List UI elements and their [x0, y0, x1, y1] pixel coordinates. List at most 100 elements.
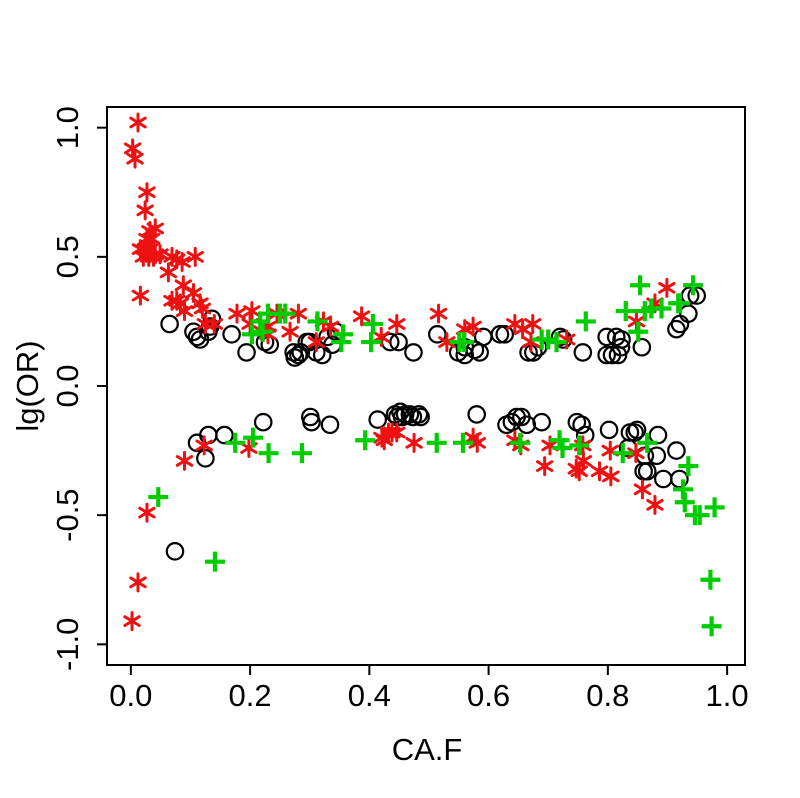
data-point-asterisk [193, 298, 212, 319]
data-point-asterisk [243, 301, 261, 322]
data-point-plus [333, 324, 354, 345]
data-point-circle [470, 343, 489, 362]
x-axis-ticks [129, 666, 729, 675]
data-point-plus [361, 332, 382, 353]
data-point-plus [307, 311, 328, 332]
x-tick-label: 0.2 [229, 678, 272, 713]
data-point-plus [689, 505, 710, 526]
data-point-circle [687, 286, 707, 305]
data-point-asterisk [175, 301, 194, 322]
data-point-asterisk [123, 611, 141, 632]
data-point-asterisk [388, 314, 406, 334]
data-point-circle [627, 420, 647, 440]
data-point-asterisk [388, 422, 406, 443]
data-point-asterisk [633, 479, 652, 500]
data-point-plus [678, 456, 699, 477]
series-green-plus-signs [148, 275, 725, 637]
x-tick-label: 0.6 [467, 678, 510, 713]
data-point-circle [404, 343, 423, 362]
data-point-plus [546, 332, 567, 353]
data-point-circle [670, 469, 689, 489]
data-point-circle [302, 412, 321, 432]
data-point-plus [148, 487, 169, 508]
data-point-plus [454, 332, 475, 353]
data-point-circle [599, 420, 619, 440]
data-point-asterisk [175, 450, 194, 471]
plot-box [106, 106, 746, 666]
data-point-plus [628, 321, 649, 342]
data-point-asterisk [429, 303, 448, 324]
data-point-asterisk [570, 461, 588, 482]
data-point-asterisk [658, 277, 676, 298]
data-points-layer [123, 112, 725, 637]
data-point-plus [252, 321, 273, 342]
data-point-circle [253, 412, 273, 432]
data-point-plus [275, 303, 296, 324]
data-point-plus [426, 432, 447, 453]
data-point-plus [258, 443, 279, 464]
data-point-plus [204, 551, 225, 572]
data-point-asterisk [646, 494, 664, 515]
data-point-plus [630, 275, 651, 296]
data-point-circle [199, 425, 218, 445]
data-point-asterisk [173, 252, 191, 272]
data-point-asterisk [289, 303, 308, 324]
data-point-asterisk [602, 466, 620, 487]
data-point-plus [552, 438, 573, 458]
data-point-plus [355, 430, 376, 451]
data-point-circle [625, 423, 644, 442]
data-point-circle [637, 461, 657, 481]
data-point-plus [704, 497, 725, 518]
data-point-circle [573, 343, 593, 362]
data-point-plus [225, 432, 246, 453]
data-point-circle [647, 446, 667, 466]
data-point-asterisk [129, 572, 147, 593]
data-point-asterisk [627, 443, 645, 464]
data-point-asterisk [438, 332, 456, 353]
data-point-plus [243, 427, 264, 448]
data-point-plus [612, 443, 633, 464]
data-point-asterisk [195, 435, 213, 456]
data-point-asterisk [601, 440, 619, 461]
data-point-circle [634, 461, 653, 481]
data-point-asterisk [123, 138, 142, 159]
data-point-circle [654, 469, 673, 489]
data-point-circle [495, 325, 515, 344]
data-point-plus [651, 298, 672, 319]
y-tick-label: -1.0 [50, 618, 85, 671]
data-point-circle [490, 325, 510, 344]
data-point-asterisk [129, 112, 147, 133]
data-point-plus [701, 616, 722, 637]
data-point-plus [362, 314, 383, 334]
data-point-circle [237, 343, 256, 362]
data-point-asterisk [186, 246, 204, 267]
data-point-asterisk [138, 502, 156, 523]
data-point-asterisk [524, 314, 542, 334]
data-point-asterisk [535, 456, 554, 477]
data-point-circle [667, 319, 686, 339]
x-axis-tick-labels: 0.0 0.2 0.4 0.6 0.8 1.0 [109, 678, 748, 713]
x-axis-title: CA.F [392, 732, 463, 767]
data-point-circle [467, 405, 486, 424]
data-point-plus [670, 293, 691, 314]
y-tick-label: 0.5 [50, 235, 85, 278]
data-point-circle [608, 345, 628, 365]
data-point-circle [409, 405, 429, 424]
data-point-asterisk [464, 316, 482, 337]
data-point-asterisk [205, 314, 224, 334]
data-point-asterisk [126, 148, 144, 169]
data-point-asterisk [131, 285, 150, 306]
data-point-plus [700, 569, 721, 590]
data-point-circle [679, 304, 698, 323]
data-point-circle [572, 415, 591, 435]
y-axis-tick-labels: -1.0 -0.5 0.0 0.5 1.0 [50, 106, 85, 671]
data-point-plus [569, 435, 590, 456]
data-point-plus [637, 432, 658, 453]
data-point-plus [241, 324, 262, 345]
data-point-asterisk [136, 200, 154, 221]
data-point-circle [502, 412, 522, 432]
data-point-asterisk [468, 432, 486, 453]
data-point-circle [632, 337, 652, 357]
